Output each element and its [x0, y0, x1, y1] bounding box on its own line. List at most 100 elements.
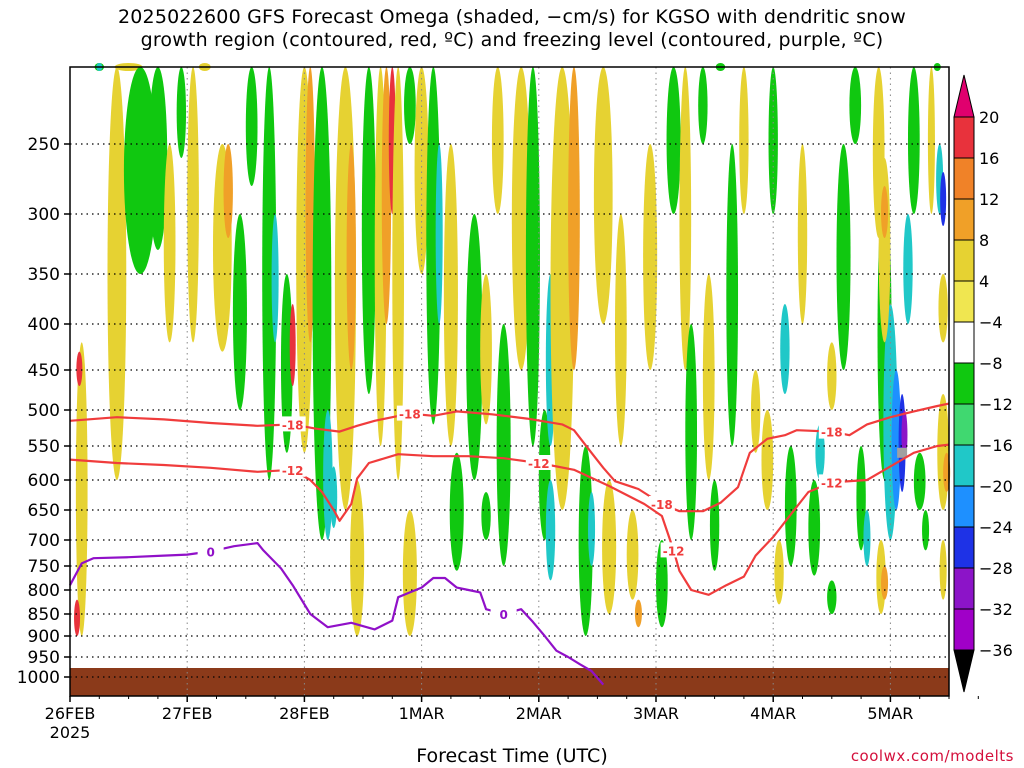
chart-title-line-1: 2025022600 GFS Forecast Omega (shaded, −… [117, 6, 906, 28]
omega-cell-58 [626, 510, 639, 600]
omega-cell-97 [907, 67, 920, 214]
y-tick-label-800: 800 [28, 581, 60, 601]
colorbar-label-7: −12 [979, 395, 1013, 414]
y-tick-label-1000: 1000 [17, 668, 60, 688]
omega-cell-15 [232, 214, 247, 410]
omega-cell-33 [392, 67, 405, 480]
omega-cell-92 [903, 214, 913, 324]
contour-lines: -18 -18 -18 -18 -12 -12 -12 -12 0 0 [69, 402, 950, 686]
omega-cell-94 [881, 186, 889, 238]
omega-cell-62 [666, 67, 681, 214]
contour-label-2-1: 0 [499, 608, 507, 622]
omega-cell-40 [449, 452, 464, 571]
omega-cell-54 [588, 492, 596, 566]
omega-cell-82 [836, 144, 851, 370]
omega-cell-45 [496, 324, 511, 566]
colorbar-label-2: 12 [979, 190, 999, 209]
omega-cell-28 [350, 480, 365, 636]
omega-cell-104 [937, 394, 949, 510]
omega-cell-1 [76, 351, 83, 386]
omega-cell-25 [330, 466, 338, 528]
omega-cell-52 [568, 67, 580, 370]
colorbar-label-4: 4 [979, 272, 989, 291]
contour-label-bg-0-1 [396, 405, 423, 421]
contour-label-bg-0-0 [279, 416, 306, 432]
contour-label-bg-1-3 [818, 474, 845, 490]
contour-label-bg-0-3 [818, 423, 845, 439]
contour-label-1-3: -12 [821, 476, 843, 490]
chart-title: 2025022600 GFS Forecast Omega (shaded, −… [0, 6, 1024, 52]
omega-cell-5 [107, 67, 127, 480]
y-tick-label-600: 600 [28, 471, 60, 491]
omega-cell-10 [176, 67, 187, 158]
omega-cell-11 [187, 67, 199, 343]
omega-cell-49 [545, 480, 556, 581]
omega-cell-37 [426, 67, 441, 425]
y-tick-label-250: 250 [28, 135, 60, 155]
x-tick-label-1MAR: 1MAR [399, 704, 445, 723]
omega-cell-51 [550, 67, 574, 510]
omega-cell-66 [702, 274, 715, 480]
omega-cell-29 [361, 67, 376, 394]
source-credit: coolwx.com/modelts [850, 747, 1014, 765]
omega-cell-31 [381, 67, 392, 324]
x-tick-label-2MAR: 2MAR [516, 704, 562, 723]
omega-cell-53 [578, 446, 593, 636]
y-tick-label-350: 350 [28, 265, 60, 285]
colorbar-swatch-0 [953, 116, 975, 159]
colorbar-label-10: −24 [979, 518, 1013, 537]
y-tick-label-300: 300 [28, 205, 60, 225]
contour-label-bg-1-2 [660, 542, 687, 558]
omega-cell-89 [891, 370, 901, 510]
contour-label-1-2: -12 [663, 544, 685, 558]
omega-cell-grey [897, 447, 908, 458]
omega-cell-38 [435, 144, 443, 324]
omega-cell-57 [614, 214, 627, 446]
omega-cell-85 [863, 510, 871, 566]
omega-cell-24 [323, 410, 333, 540]
colorbar-swatch-11 [953, 567, 975, 610]
chart-title-line-2: growth region (contoured, red, ºC) and f… [140, 29, 884, 51]
colorbar-label-9: −20 [979, 477, 1013, 496]
colorbar-label-8: −16 [979, 436, 1013, 455]
omega-cell-65 [698, 67, 708, 144]
contour-label-0-0: -18 [282, 418, 304, 432]
omega-cell-77 [797, 144, 808, 324]
x-tick-label-28FEB: 28FEB [279, 704, 330, 723]
omega-cell-91 [901, 410, 908, 460]
contour-label-bg-1-0 [279, 461, 306, 477]
omega-cell-102 [940, 172, 947, 226]
x-tick-label-5MAR: 5MAR [867, 704, 913, 723]
colorbar-legend: 20 16 12 8 4 −4 −8 −12 −16 −20 −24 −28 −32 −36 [953, 74, 1013, 693]
contour-label-2-0: 0 [206, 545, 214, 559]
omega-cell-2 [74, 599, 81, 636]
omega-cell-9 [163, 144, 176, 343]
omega-cell-78 [808, 480, 821, 576]
contour-label-bg-2-1 [490, 606, 517, 621]
omega-cell-8 [148, 67, 168, 250]
colorbar-swatch-9 [953, 485, 975, 528]
omega-cell-47 [525, 67, 540, 446]
omega-cell-74 [774, 540, 784, 605]
y-tick-label-500: 500 [28, 401, 60, 421]
omega-cell-60 [643, 144, 658, 370]
omega-cell-69 [726, 144, 739, 446]
contour-label-0-3: -18 [821, 426, 843, 440]
colorbar-swatch-2 [953, 198, 975, 241]
omega-cell-71 [750, 370, 761, 453]
x-axis-label: Forecast Time (UTC) [416, 745, 608, 767]
colorbar-label-3: 8 [979, 231, 989, 250]
colorbar-swatch-7 [953, 403, 975, 446]
contour-label-1-0: -12 [282, 464, 304, 478]
colorbar-top-arrow [953, 74, 975, 118]
omega-cell-27 [346, 144, 356, 370]
x-tick-label-26FEB: 26FEB [45, 704, 96, 723]
omega-cell-63 [679, 67, 692, 370]
colorbar-label-11: −28 [979, 559, 1013, 578]
colorbar-label-13: −36 [979, 641, 1013, 660]
omega-cell-42 [480, 274, 492, 425]
contour-label-0-2: -18 [651, 498, 673, 512]
x-tick-label-3MAR: 3MAR [633, 704, 679, 723]
x-tick-label-27FEB: 27FEB [162, 704, 213, 723]
omega-cell-67 [709, 480, 720, 571]
